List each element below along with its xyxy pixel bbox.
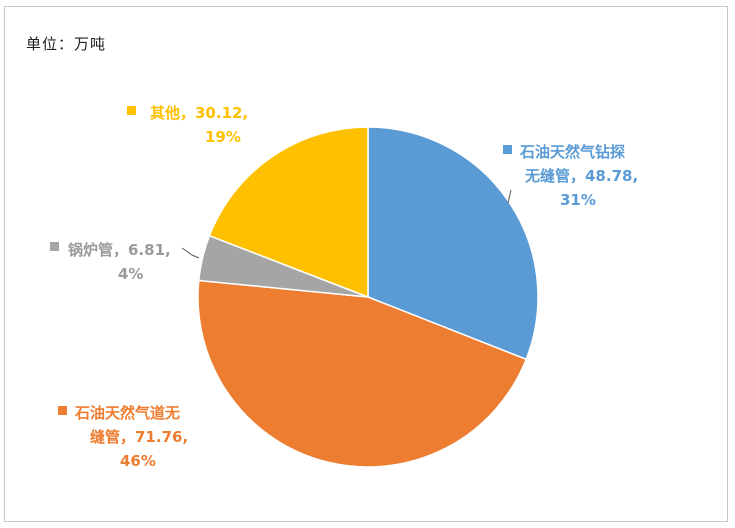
unit-label: 单位：万吨 bbox=[26, 35, 107, 53]
data-label-pipeline-pipe-line-1: 石油天然气道无 bbox=[74, 404, 180, 422]
data-label-boiler-pipe-line-2: 4% bbox=[118, 265, 143, 283]
label-marker-pipeline-pipe bbox=[58, 406, 67, 415]
data-label-drilling-pipe-line-3: 31% bbox=[560, 191, 596, 209]
leader-line-drilling-pipe bbox=[507, 189, 512, 204]
data-label-pipeline-pipe-line-2: 缝管，71.76, bbox=[90, 428, 188, 446]
label-marker-drilling-pipe bbox=[503, 145, 512, 154]
label-marker-boiler-pipe bbox=[50, 242, 59, 251]
data-label-other-line-2: 19% bbox=[205, 128, 241, 146]
pie-slice-pipeline-pipe bbox=[197, 279, 528, 468]
pie-slice-other bbox=[208, 126, 369, 299]
data-label-drilling-pipe-line-2: 无缝管，48.78, bbox=[524, 167, 638, 185]
data-label-drilling-pipe-line-1: 石油天然气钻探 bbox=[519, 143, 625, 161]
label-marker-other bbox=[127, 106, 136, 115]
leader-line-boiler-pipe bbox=[181, 247, 200, 259]
data-label-boiler-pipe-line-1: 锅炉管，6.81, bbox=[68, 241, 171, 259]
data-label-other-line-1: 其他，30.12, bbox=[150, 104, 248, 122]
data-label-pipeline-pipe-line-3: 46% bbox=[120, 452, 156, 470]
